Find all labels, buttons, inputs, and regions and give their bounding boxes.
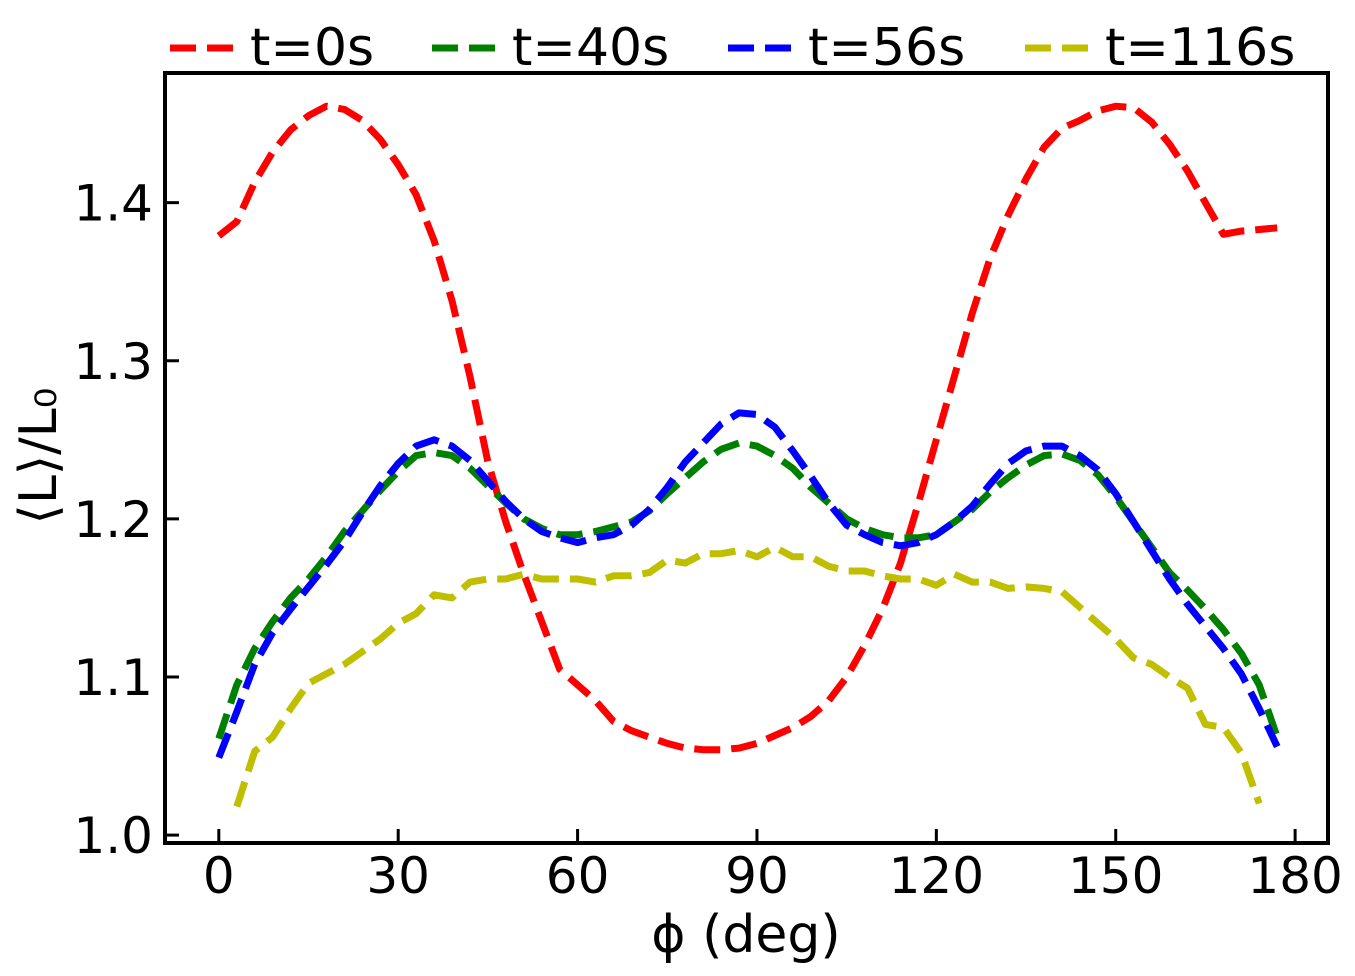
legend-label: t=56s [808,18,965,78]
y-axis-label: ⟨L⟩/L₀ [9,388,69,525]
legend-label: t=0s [250,18,374,78]
legend-label: t=116s [1105,18,1295,78]
x-tick-label: 180 [1247,847,1342,905]
plot-series [215,102,1281,808]
x-tick-label: 0 [203,847,235,905]
legend-label: t=40s [512,18,669,78]
plot-frame [163,71,1330,845]
x-axis: 0 30 60 90 120 150 180 [203,829,1343,905]
y-axis: 1.0 1.1 1.2 1.3 1.4 [73,175,179,865]
x-tick-label: 120 [889,847,984,905]
series-line-2 [215,409,1281,759]
y-tick-label: 1.4 [73,175,153,233]
x-tick-label: 30 [366,847,430,905]
x-tick-label: 150 [1068,847,1163,905]
x-tick-label: 90 [725,847,789,905]
series-line-1 [215,439,1281,740]
y-tick-label: 1.1 [73,649,153,707]
series-line-3 [233,543,1263,808]
y-tick-label: 1.3 [73,333,153,391]
y-tick-label: 1.0 [73,807,153,865]
y-tick-label: 1.2 [73,491,153,549]
series-line-0 [216,102,1278,754]
x-axis-label: ϕ (deg) [651,905,840,965]
legend: t=0s t=40s t=56s t=116s [170,18,1295,78]
x-tick-label: 60 [546,847,610,905]
